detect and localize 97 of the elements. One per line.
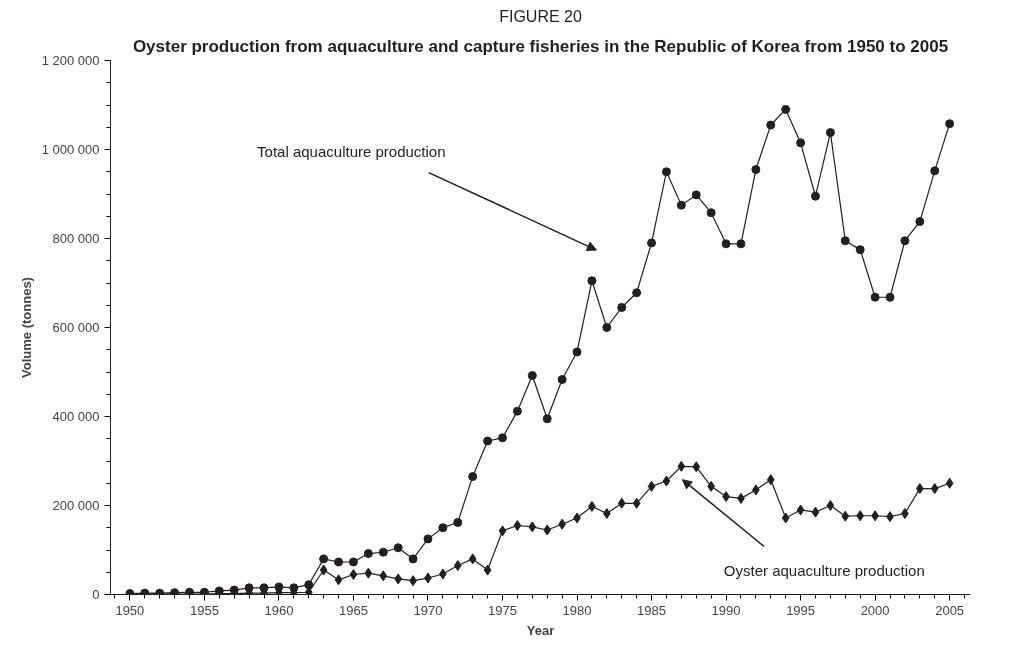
- x-tick-label: 1980: [562, 602, 592, 618]
- point: [378, 547, 388, 557]
- x-tick-label: 1955: [189, 602, 219, 618]
- point: [528, 521, 537, 533]
- point: [364, 567, 373, 579]
- point: [662, 475, 671, 487]
- point: [319, 564, 328, 576]
- point: [661, 167, 671, 177]
- point: [811, 506, 820, 518]
- point: [930, 166, 940, 176]
- point: [468, 472, 478, 482]
- chart-title: FIGURE 20: [499, 7, 582, 25]
- y-tick-label: 800 000: [52, 231, 100, 246]
- x-tick-label: 1985: [637, 602, 666, 618]
- point: [498, 525, 507, 537]
- point: [527, 371, 537, 381]
- point: [423, 534, 433, 544]
- point: [721, 239, 731, 249]
- point: [766, 474, 775, 486]
- point: [706, 208, 716, 218]
- point: [781, 104, 791, 114]
- point: [602, 323, 612, 332]
- point: [408, 554, 418, 564]
- point: [572, 347, 582, 357]
- point: [334, 557, 344, 567]
- point: [453, 560, 462, 572]
- point: [870, 292, 880, 302]
- point: [542, 414, 552, 424]
- point: [751, 165, 761, 175]
- point: [363, 549, 373, 559]
- y-tick-label: 1 000 000: [41, 142, 100, 157]
- point: [483, 436, 493, 446]
- point: [856, 510, 865, 522]
- point: [945, 477, 954, 489]
- point: [691, 190, 701, 200]
- point: [512, 406, 522, 416]
- x-tick-label: 1970: [413, 602, 443, 618]
- y-axis-title: Volume (tonnes): [18, 277, 34, 378]
- point: [438, 523, 448, 533]
- point: [453, 517, 463, 527]
- x-tick-label: 1990: [711, 602, 741, 618]
- annotation: Oyster aquaculture production: [723, 561, 925, 579]
- point: [930, 483, 939, 495]
- point: [468, 553, 477, 565]
- point: [915, 217, 925, 227]
- point: [632, 288, 642, 298]
- point: [676, 200, 686, 210]
- point: [855, 245, 865, 255]
- y-tick-label: 600 000: [52, 320, 100, 335]
- point: [513, 520, 522, 532]
- point: [497, 433, 507, 443]
- x-tick-label: 2005: [935, 602, 965, 618]
- point: [393, 543, 403, 553]
- point: [319, 554, 329, 564]
- point: [557, 375, 567, 385]
- point: [826, 500, 835, 511]
- point: [677, 460, 686, 472]
- x-tick-label: 1995: [786, 602, 816, 618]
- point: [379, 570, 388, 582]
- point: [587, 276, 597, 286]
- point: [900, 236, 910, 246]
- x-tick-label: 1960: [264, 602, 294, 618]
- y-tick-label: 1 200 000: [41, 53, 100, 68]
- point: [825, 128, 835, 138]
- point: [349, 568, 358, 580]
- point: [632, 497, 641, 509]
- annotation: Total aquaculture production: [257, 142, 446, 160]
- y-tick-label: 400 000: [52, 409, 100, 424]
- chart-subtitle: Oyster production from aquaculture and capture fisheries in the Republic of Korea from 1950 to 2005: [132, 36, 949, 56]
- point: [810, 191, 820, 201]
- point: [945, 119, 955, 129]
- point: [841, 510, 850, 522]
- y-tick-label: 200 000: [52, 498, 100, 513]
- point: [781, 512, 790, 524]
- point: [736, 239, 746, 249]
- point: [647, 480, 656, 492]
- x-tick-label: 2000: [860, 602, 890, 618]
- point: [840, 236, 850, 246]
- x-axis-title: Year: [526, 622, 555, 638]
- point: [796, 138, 806, 148]
- x-tick-label: 1950: [115, 602, 145, 618]
- point: [602, 508, 611, 520]
- point: [348, 557, 358, 567]
- x-tick-label: 1975: [488, 602, 517, 618]
- point: [617, 497, 626, 509]
- point: [885, 292, 895, 302]
- point: [543, 524, 552, 536]
- point: [796, 504, 805, 516]
- point: [766, 120, 776, 130]
- point: [483, 564, 492, 576]
- point: [647, 238, 657, 248]
- x-tick-label: 1965: [338, 602, 368, 618]
- point: [915, 483, 924, 495]
- point: [692, 461, 701, 473]
- point: [617, 302, 627, 312]
- y-tick-label: 0: [92, 587, 100, 602]
- point: [334, 574, 343, 586]
